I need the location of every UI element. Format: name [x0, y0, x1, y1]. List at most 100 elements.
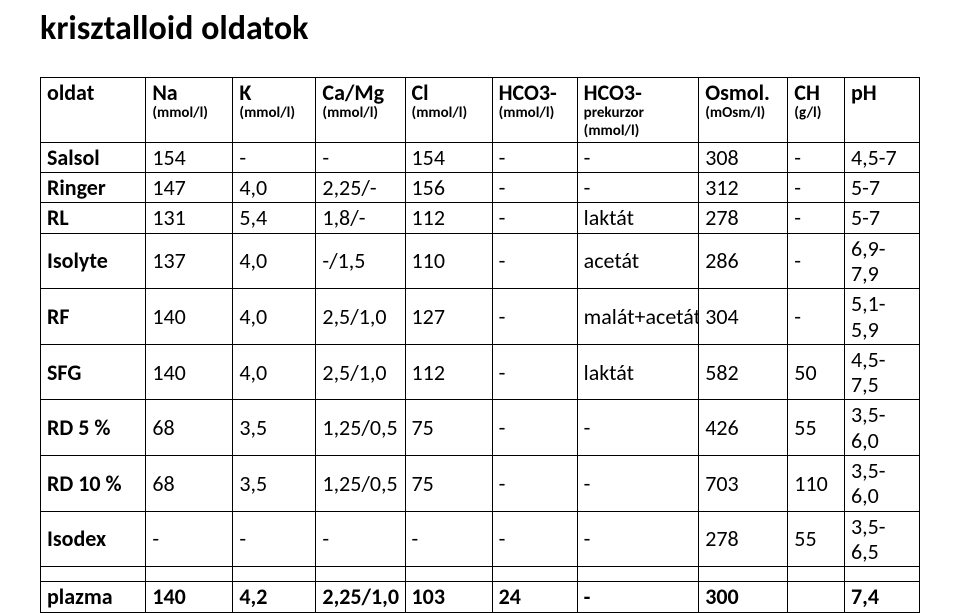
table-cell: 68	[146, 456, 233, 512]
spacer-cell	[845, 567, 920, 582]
table-cell: -	[405, 511, 492, 567]
table-cell: 312	[699, 173, 788, 203]
table-cell: 304	[699, 289, 788, 345]
table-cell: 154	[146, 142, 233, 172]
spacer-cell	[316, 567, 405, 582]
table-cell: 2,25/1,0	[316, 582, 405, 612]
table-cell: 55	[788, 511, 845, 567]
table-cell: -	[316, 142, 405, 172]
col-na: Na (mmol/l)	[146, 78, 233, 143]
table-cell: -	[788, 289, 845, 345]
table-cell: 703	[699, 456, 788, 512]
table-cell: 2,25/-	[316, 173, 405, 203]
table-header-row: oldat Na (mmol/l) K (mmol/l) Ca/Mg (mmol…	[41, 78, 920, 143]
table-cell: 5-7	[845, 203, 920, 233]
crystalloid-table: oldat Na (mmol/l) K (mmol/l) Ca/Mg (mmol…	[40, 77, 920, 613]
table-cell: 3,5-6,0	[845, 456, 920, 512]
table-cell: -	[492, 289, 577, 345]
table-cell: -	[788, 173, 845, 203]
table-cell: 75	[405, 456, 492, 512]
table-cell: 24	[492, 582, 577, 612]
spacer-cell	[492, 567, 577, 582]
table-cell: 112	[405, 203, 492, 233]
row-label: RF	[41, 289, 146, 345]
table-cell: -	[492, 400, 577, 456]
table-cell: 4,0	[233, 173, 316, 203]
table-cell: 582	[699, 344, 788, 400]
table-cell: 4,0	[233, 344, 316, 400]
spacer-cell	[233, 567, 316, 582]
col-hco3: HCO3- (mmol/l)	[492, 78, 577, 143]
col-ph: pH	[845, 78, 920, 143]
row-label: RL	[41, 203, 146, 233]
table-cell: 278	[699, 203, 788, 233]
table-cell: 300	[699, 582, 788, 612]
row-label: SFG	[41, 344, 146, 400]
table-cell: -	[316, 511, 405, 567]
table-cell: laktát	[577, 344, 699, 400]
table-cell: 4,5-7	[845, 142, 920, 172]
table-cell: -	[492, 142, 577, 172]
table-cell: 2,5/1,0	[316, 289, 405, 345]
table-cell: -	[492, 173, 577, 203]
col-k: K (mmol/l)	[233, 78, 316, 143]
table-cell: 286	[699, 233, 788, 289]
table-cell: -	[788, 203, 845, 233]
table-row: RD 5 %683,51,25/0,575--426553,5-6,0	[41, 400, 920, 456]
table-row: SFG1404,02,5/1,0112-laktát582504,5-7,5	[41, 344, 920, 400]
table-cell: 55	[788, 400, 845, 456]
row-label: Salsol	[41, 142, 146, 172]
table-cell: 127	[405, 289, 492, 345]
spacer-cell	[146, 567, 233, 582]
table-cell: 2,5/1,0	[316, 344, 405, 400]
table-cell: 110	[405, 233, 492, 289]
table-cell: -	[577, 582, 699, 612]
table-cell: -/1,5	[316, 233, 405, 289]
table-cell: -	[492, 456, 577, 512]
row-label: Isolyte	[41, 233, 146, 289]
table-cell: 140	[146, 344, 233, 400]
table-cell: -	[492, 203, 577, 233]
table-cell: -	[788, 142, 845, 172]
table-cell: -	[492, 344, 577, 400]
table-cell: 50	[788, 344, 845, 400]
table-cell: 140	[146, 582, 233, 612]
table-cell: 1,25/0,5	[316, 456, 405, 512]
plasma-row: plazma1404,22,25/1,010324-3007,4	[41, 582, 920, 612]
row-label: RD 5 %	[41, 400, 146, 456]
row-label: plazma	[41, 582, 146, 612]
table-cell: 7,4	[845, 582, 920, 612]
table-cell	[788, 582, 845, 612]
table-cell: 5,4	[233, 203, 316, 233]
col-ch: CH (g/l)	[788, 78, 845, 143]
table-cell: acetát	[577, 233, 699, 289]
table-cell: malát+acetát	[577, 289, 699, 345]
table-cell: -	[577, 456, 699, 512]
table-cell: 4,2	[233, 582, 316, 612]
col-hco3-prekurzor: HCO3- prekurzor (mmol/l)	[577, 78, 699, 143]
table-cell: 147	[146, 173, 233, 203]
spacer-row	[41, 567, 920, 582]
table-cell: 278	[699, 511, 788, 567]
table-cell: 5-7	[845, 173, 920, 203]
row-label: Ringer	[41, 173, 146, 203]
spacer-cell	[405, 567, 492, 582]
table-cell: 6,9-7,9	[845, 233, 920, 289]
table-cell: 5,1-5,9	[845, 289, 920, 345]
table-cell: 4,0	[233, 233, 316, 289]
table-cell: -	[577, 511, 699, 567]
col-cl: Cl (mmol/l)	[405, 78, 492, 143]
table-cell: 4,5-7,5	[845, 344, 920, 400]
table-cell: -	[492, 511, 577, 567]
table-cell: 426	[699, 400, 788, 456]
spacer-cell	[699, 567, 788, 582]
table-cell: -	[577, 400, 699, 456]
page-title: krisztalloid oldatok	[40, 8, 920, 49]
spacer-cell	[788, 567, 845, 582]
table-cell: 112	[405, 344, 492, 400]
table-cell: 3,5	[233, 456, 316, 512]
table-cell: 3,5-6,5	[845, 511, 920, 567]
spacer-cell	[41, 567, 146, 582]
row-label: RD 10 %	[41, 456, 146, 512]
table-row: Isodex------278553,5-6,5	[41, 511, 920, 567]
